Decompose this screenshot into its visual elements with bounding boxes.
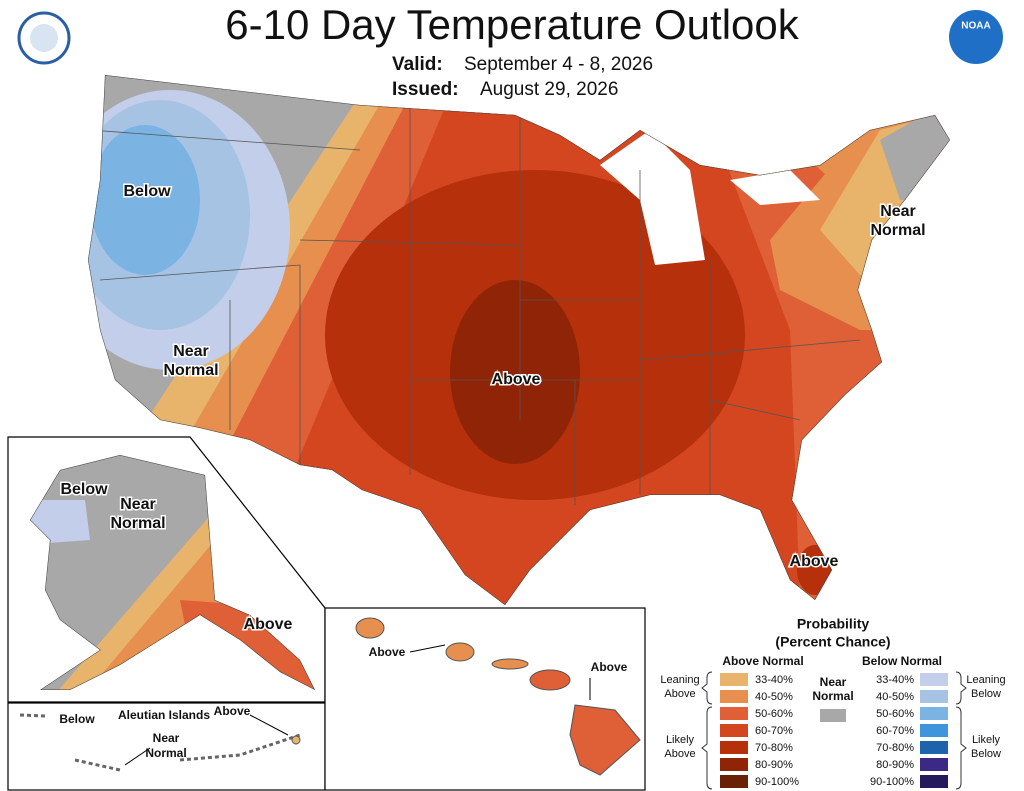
legend-bracket-label: Leaning <box>660 674 699 686</box>
legend-bracket-label: Above <box>664 748 695 760</box>
legend-swatch <box>720 775 748 788</box>
legend-bracket-label: Leaning <box>966 674 1005 686</box>
legend-near: Normal <box>812 689 853 703</box>
legend-swatch <box>920 741 948 754</box>
legend-bracket-label: Below <box>971 688 1001 700</box>
legend-label: 70-80% <box>876 742 914 754</box>
region-label: Above <box>369 645 406 659</box>
legend-label: 33-40% <box>876 674 914 686</box>
region-label: Above <box>492 371 541 388</box>
legend-swatch <box>920 690 948 703</box>
legend-label: 80-90% <box>755 759 793 771</box>
region-label: Above <box>790 553 839 570</box>
legend-near: Near <box>820 675 847 689</box>
legend-label: 60-70% <box>876 725 914 737</box>
legend-bracket-label: Above <box>664 688 695 700</box>
valid-dates: September 4 - 8, 2026 <box>464 54 653 75</box>
legend-label: 33-40% <box>755 674 793 686</box>
legend-swatch <box>920 724 948 737</box>
legend-title: Probability <box>797 616 870 632</box>
legend-label: 40-50% <box>876 691 914 703</box>
region-label: Near <box>120 496 156 513</box>
region-label: Near <box>153 731 180 745</box>
legend-label: 70-80% <box>755 742 793 754</box>
legend-bracket <box>955 671 967 705</box>
legend-bracket <box>701 671 713 705</box>
region-label: Below <box>123 183 171 200</box>
region-label: Normal <box>145 746 186 760</box>
legend-title: (Percent Chance) <box>775 634 890 650</box>
noaa-logo <box>949 10 1003 64</box>
legend-label: 50-60% <box>755 708 793 720</box>
logo-text: NOAA <box>961 21 990 32</box>
legend-swatch <box>720 741 748 754</box>
region-label: Above <box>244 616 293 633</box>
aleutians-inset <box>7 702 326 791</box>
region-label: Above <box>591 660 628 674</box>
legend-bracket <box>701 706 713 790</box>
issued-date: August 29, 2026 <box>480 79 618 100</box>
legend-swatch <box>720 707 748 720</box>
legend-swatch <box>920 707 948 720</box>
region-label: Normal <box>163 362 218 379</box>
legend-bracket-label: Likely <box>972 734 1001 746</box>
aleutians-title: Aleutian Islands <box>118 708 210 722</box>
legend-label: 60-70% <box>755 725 793 737</box>
legend-swatch <box>720 673 748 686</box>
region-label: Above <box>214 704 251 718</box>
legend-swatch <box>920 775 948 788</box>
legend-swatch <box>720 690 748 703</box>
legend-swatch <box>920 758 948 771</box>
legend-bracket-label: Likely <box>666 734 695 746</box>
legend-label: 80-90% <box>876 759 914 771</box>
contiguous-us <box>88 75 950 605</box>
legend-heading: Above Normal <box>722 654 803 668</box>
region-label: Below <box>60 481 108 498</box>
valid-label: Valid: <box>392 54 443 75</box>
legend-swatch <box>920 673 948 686</box>
issued-label: Issued: <box>392 79 459 100</box>
legend-swatch <box>820 709 846 722</box>
region-label: Normal <box>110 515 165 532</box>
region-label: Below <box>59 712 95 726</box>
legend-label: 50-60% <box>876 708 914 720</box>
legend-label: 40-50% <box>755 691 793 703</box>
legend-label: 90-100% <box>755 776 799 788</box>
region-label: Normal <box>870 222 925 239</box>
legend-bracket <box>955 706 967 790</box>
region-label: Near <box>173 343 209 360</box>
title: 6-10 Day Temperature Outlook <box>225 1 800 48</box>
legend-label: 90-100% <box>870 776 914 788</box>
legend-heading: Below Normal <box>862 654 942 668</box>
legend-swatch <box>720 758 748 771</box>
legend-bracket-label: Below <box>971 748 1001 760</box>
legend-swatch <box>720 724 748 737</box>
region-label: Near <box>880 203 916 220</box>
